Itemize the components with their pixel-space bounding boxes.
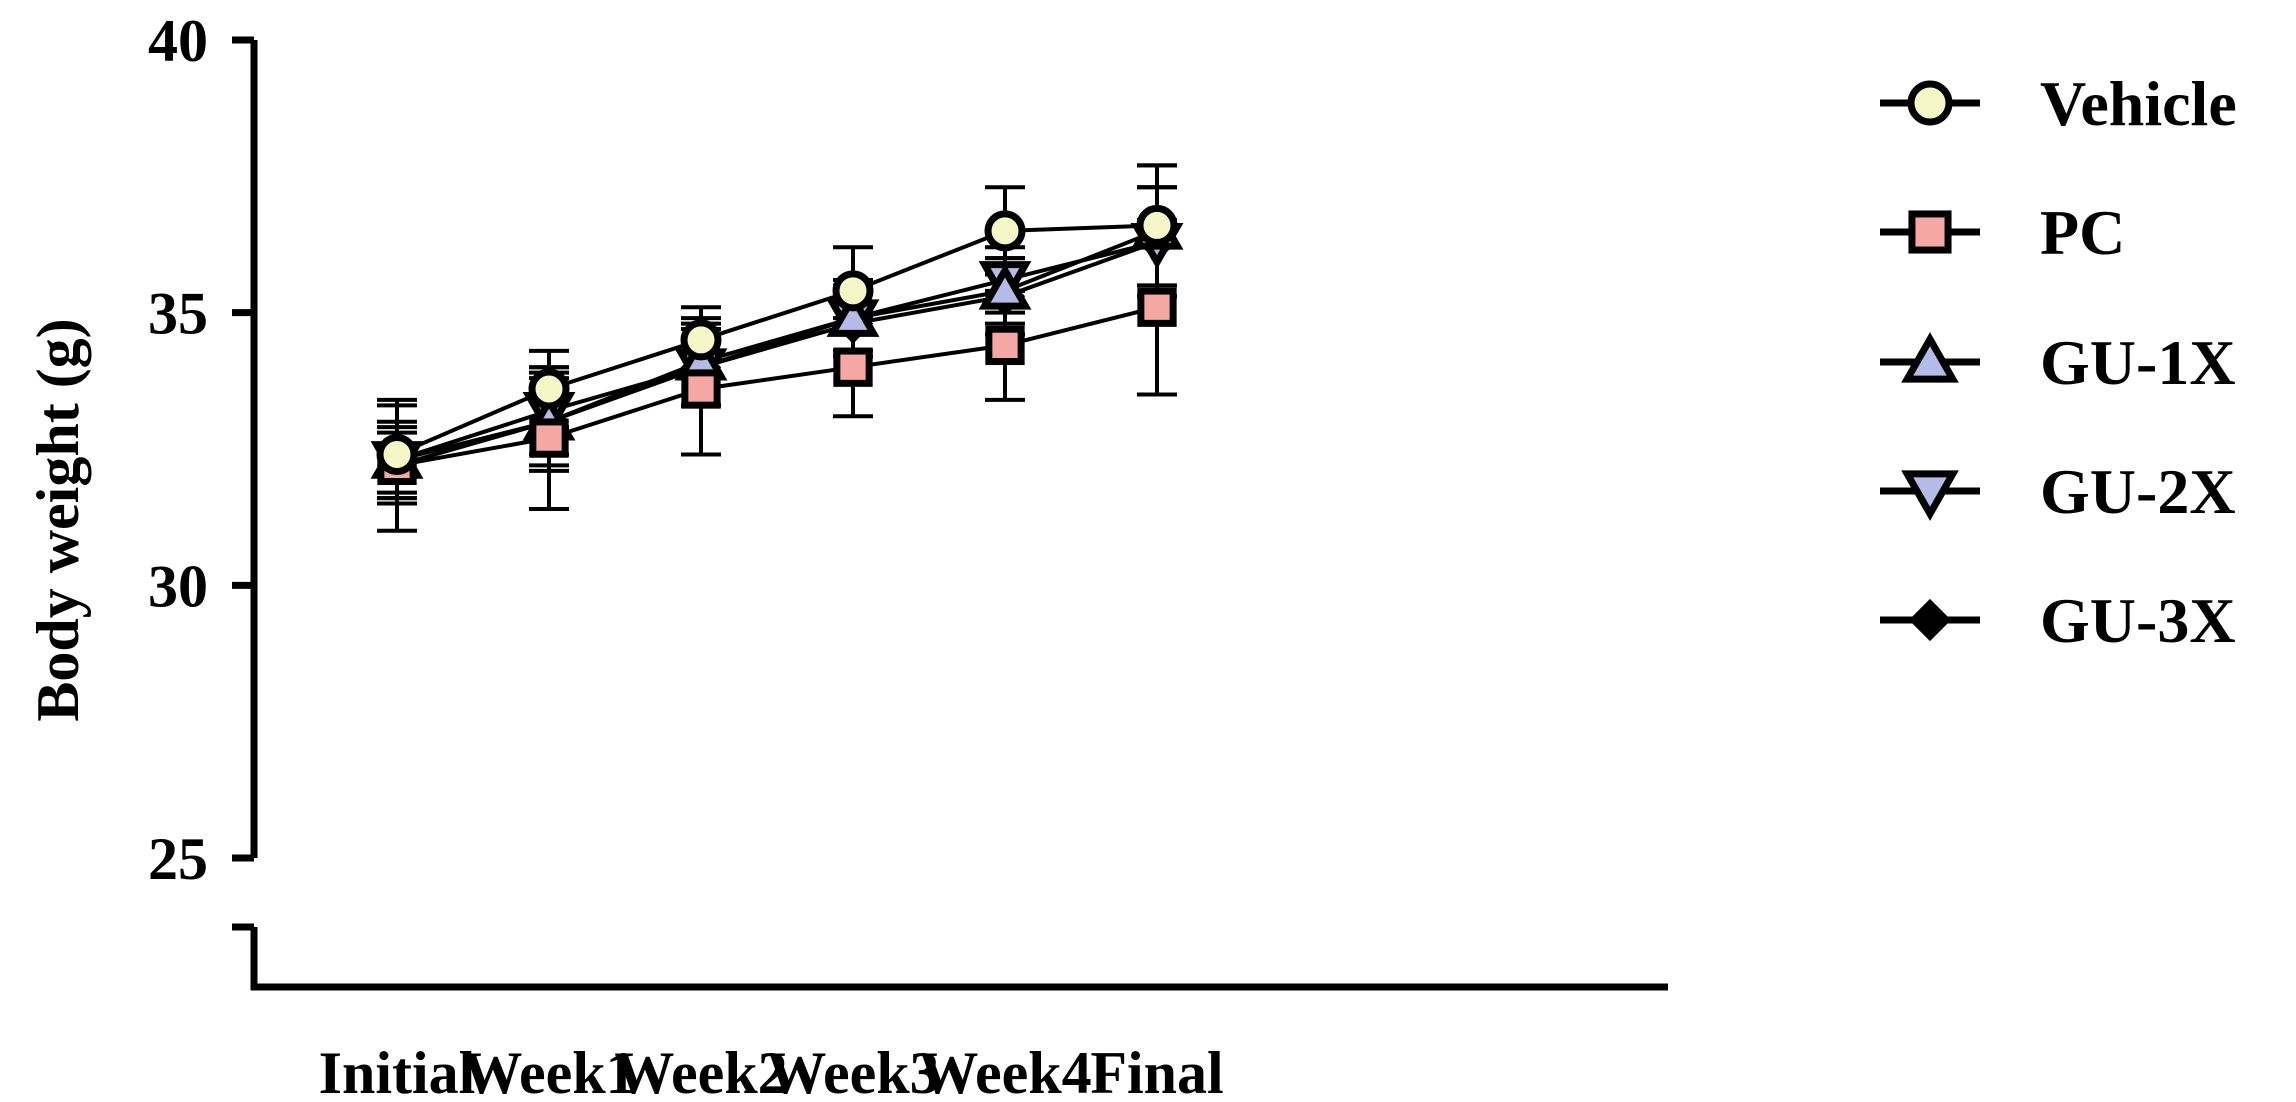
y-axis-title: Body weight (g) [25, 318, 91, 721]
legend-item: Vehicle [1880, 68, 2237, 139]
legend-marker [1901, 470, 1959, 521]
data-point [978, 263, 1032, 310]
legend-marker [1901, 332, 1959, 383]
data-point [985, 325, 1025, 366]
y-tick-label: 25 [148, 826, 208, 892]
data-point [1137, 287, 1177, 327]
legend-marker [1907, 80, 1953, 126]
legend-label: Vehicle [2040, 68, 2237, 139]
x-tick-label: Final [1090, 1040, 1223, 1102]
data-point [832, 270, 874, 312]
legend-label: PC [2040, 197, 2125, 268]
series-line [396, 239, 1158, 462]
series-line [396, 305, 1158, 468]
series-line [396, 239, 1158, 468]
data-point [681, 369, 721, 409]
x-tick-label: Week1 [462, 1040, 635, 1102]
legend-marker [1908, 598, 1952, 642]
y-tick-label: 35 [148, 281, 208, 347]
error-bars [377, 163, 1177, 533]
legend-label: GU-2X [2040, 456, 2236, 527]
y-tick-label: 30 [148, 553, 208, 619]
y-ticks: 40 35 30 25 [148, 8, 254, 892]
legend-item: GU-3X [1880, 585, 2236, 656]
data-point [376, 433, 418, 475]
data-point [528, 368, 570, 410]
x-tick-label: Initial [319, 1040, 476, 1102]
legend-label: GU-1X [2040, 327, 2236, 398]
legend-item: GU-2X [1880, 456, 2236, 527]
legend-item: PC [1880, 197, 2125, 268]
series-markers [370, 203, 1184, 488]
data-point [680, 319, 722, 361]
legend-marker [1908, 210, 1952, 254]
x-tick-label: Week3 [766, 1040, 939, 1102]
series-lines [396, 223, 1158, 468]
x-tick-label: Week4 [918, 1040, 1091, 1102]
data-point [826, 290, 880, 337]
legend: Vehicle PC GU-1X GU-2X GU-3X [1880, 68, 2237, 656]
chart-axes: Body weight (g) [25, 40, 1668, 991]
y-tick-label: 40 [148, 8, 208, 74]
data-point [1136, 204, 1178, 246]
legend-label: GU-3X [2040, 585, 2236, 656]
data-point [529, 418, 569, 458]
series-line [396, 223, 1158, 457]
data-point [984, 210, 1026, 252]
legend-item: GU-1X [1880, 327, 2236, 398]
data-point [833, 347, 873, 387]
x-tick-label: Week2 [614, 1040, 787, 1102]
